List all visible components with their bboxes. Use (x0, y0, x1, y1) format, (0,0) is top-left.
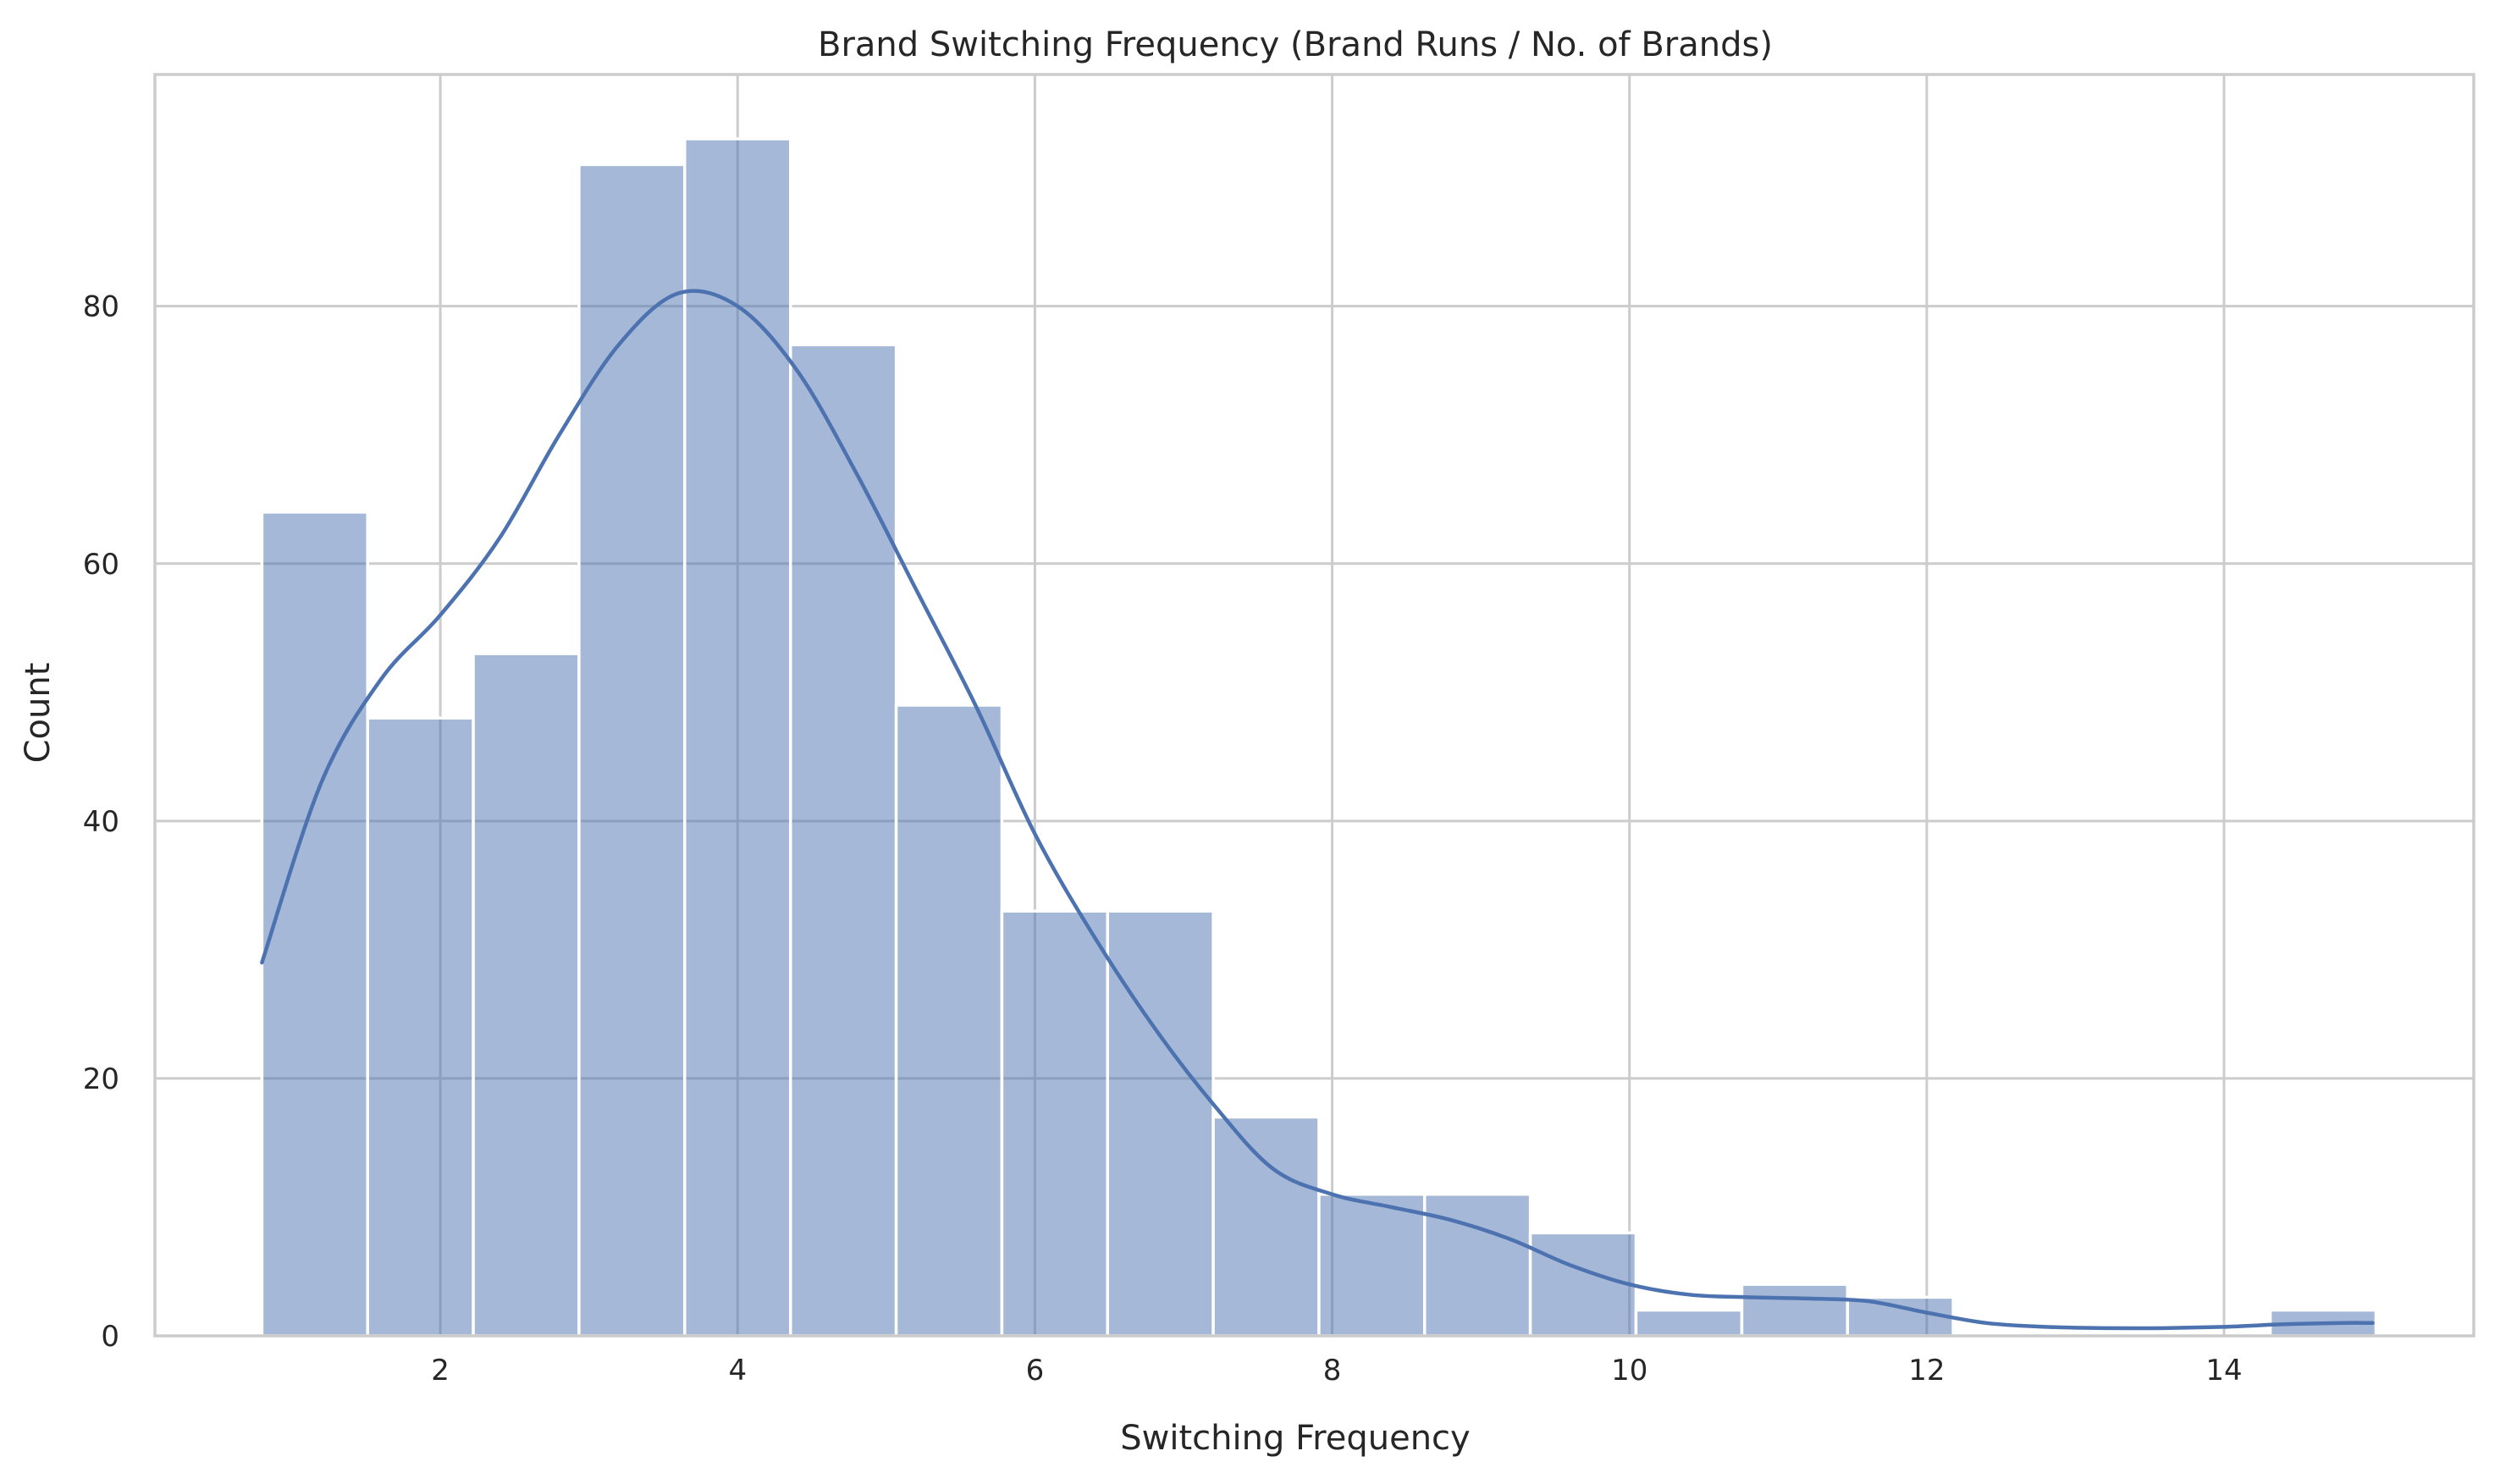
kde-curve (260, 289, 2375, 1331)
plot-frame (153, 73, 2475, 1338)
histogram-bar (1211, 1115, 1321, 1338)
histogram-bar (1106, 909, 1215, 1338)
histogram-bar (1000, 909, 1110, 1338)
x-tick-label: 12 (1908, 1354, 1945, 1387)
x-tick-label: 8 (1323, 1354, 1342, 1387)
histogram-bar (577, 163, 687, 1338)
histogram-bar (789, 343, 898, 1338)
histogram-bar (1740, 1283, 1850, 1338)
x-tick-label: 4 (728, 1354, 747, 1387)
grid-lines (155, 74, 2474, 1338)
y-axis-label: Count (19, 663, 58, 764)
x-tick-label: 10 (1611, 1354, 1647, 1387)
histogram-bar (472, 652, 581, 1338)
y-tick-label: 80 (83, 290, 119, 324)
x-tick-label: 2 (431, 1354, 450, 1387)
histogram-bar (366, 716, 475, 1338)
histogram-bar (1317, 1193, 1427, 1338)
chart-title: Brand Switching Frequency (Brand Runs / … (818, 25, 1773, 64)
x-axis-label: Switching Frequency (1120, 1419, 1470, 1458)
y-tick-label: 20 (83, 1062, 119, 1096)
histogram-bar (1846, 1295, 1955, 1338)
histogram-bar (894, 703, 1004, 1338)
x-tick-labels: 2 4 6 8 10 12 14 (431, 1354, 2242, 1387)
histogram-bar (1528, 1231, 1638, 1338)
histogram-bars (260, 137, 2378, 1338)
x-tick-label: 6 (1026, 1354, 1045, 1387)
x-tick-label: 14 (2205, 1354, 2242, 1387)
y-tick-label: 40 (83, 805, 119, 839)
histogram-bar (683, 137, 792, 1338)
y-tick-label: 0 (101, 1320, 119, 1354)
histogram-bar (1634, 1308, 1744, 1338)
y-tick-label: 60 (83, 548, 119, 582)
histogram-bar (260, 510, 370, 1338)
y-tick-labels: 0 20 40 60 80 (83, 290, 119, 1354)
